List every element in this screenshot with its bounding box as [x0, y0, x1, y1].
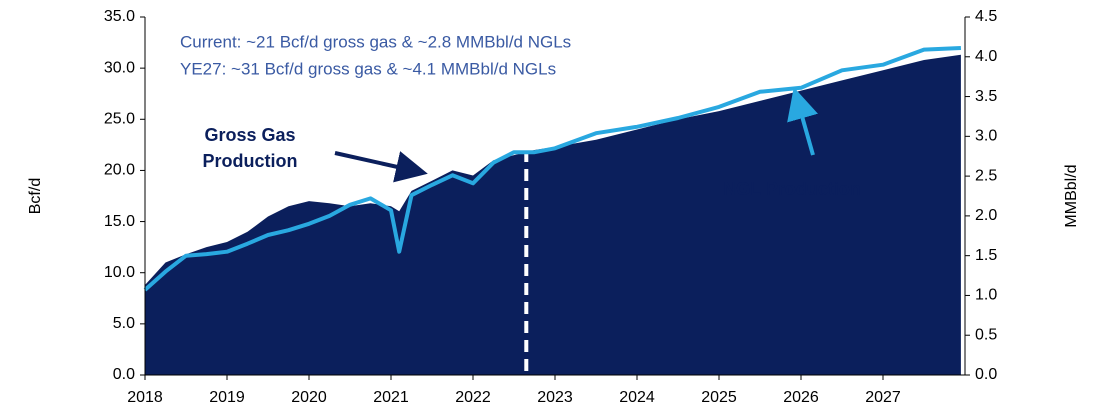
gas-area — [145, 54, 961, 376]
y2-tick-label: 0.0 — [975, 366, 997, 383]
y-tick-label: 0.0 — [113, 366, 135, 383]
x-tick-label: 2027 — [865, 389, 901, 406]
annotation: Current: ~21 Bcf/d gross gas & ~2.8 MMBb… — [180, 32, 571, 51]
arrow — [334, 151, 428, 183]
y2-tick-label: 3.0 — [975, 128, 997, 145]
y2-tick-label: 2.0 — [975, 207, 997, 224]
x-tick-label: 2026 — [783, 389, 819, 406]
y2-tick-label: 0.5 — [975, 326, 997, 343]
y-tick-label: 30.0 — [104, 59, 135, 76]
annotation: Gross Gas — [204, 125, 295, 145]
y2-tick-label: 1.5 — [975, 247, 997, 264]
y-tick-label: 35.0 — [104, 8, 135, 25]
y-tick-label: 5.0 — [113, 315, 135, 332]
x-tick-label: 2018 — [127, 389, 163, 406]
x-tick-label: 2021 — [373, 389, 409, 406]
y2-tick-label: 1.0 — [975, 287, 997, 304]
x-tick-label: 2024 — [619, 389, 655, 406]
annotation: NGL Production — [723, 179, 861, 199]
y2-axis-label: MMBbl/d — [1063, 164, 1080, 227]
y-tick-label: 20.0 — [104, 162, 135, 179]
y2-tick-label: 4.5 — [975, 8, 997, 25]
x-tick-label: 2019 — [209, 389, 245, 406]
y-tick-label: 10.0 — [104, 264, 135, 281]
x-tick-label: 2023 — [537, 389, 573, 406]
y2-tick-label: 4.0 — [975, 48, 997, 65]
x-tick-label: 2025 — [701, 389, 737, 406]
ngl-line — [143, 46, 961, 292]
y-axis-label: Bcf/d — [27, 178, 44, 214]
y-tick-label: 15.0 — [104, 213, 135, 230]
x-tick-label: 2020 — [291, 389, 327, 406]
arrow — [787, 87, 818, 156]
y2-tick-label: 2.5 — [975, 167, 997, 184]
x-tick-label: 2022 — [455, 389, 491, 406]
annotation: Production — [203, 151, 298, 171]
y2-tick-label: 3.5 — [975, 88, 997, 105]
y-tick-label: 25.0 — [104, 111, 135, 128]
annotation: YE27: ~31 Bcf/d gross gas & ~4.1 MMBbl/d… — [180, 59, 556, 78]
